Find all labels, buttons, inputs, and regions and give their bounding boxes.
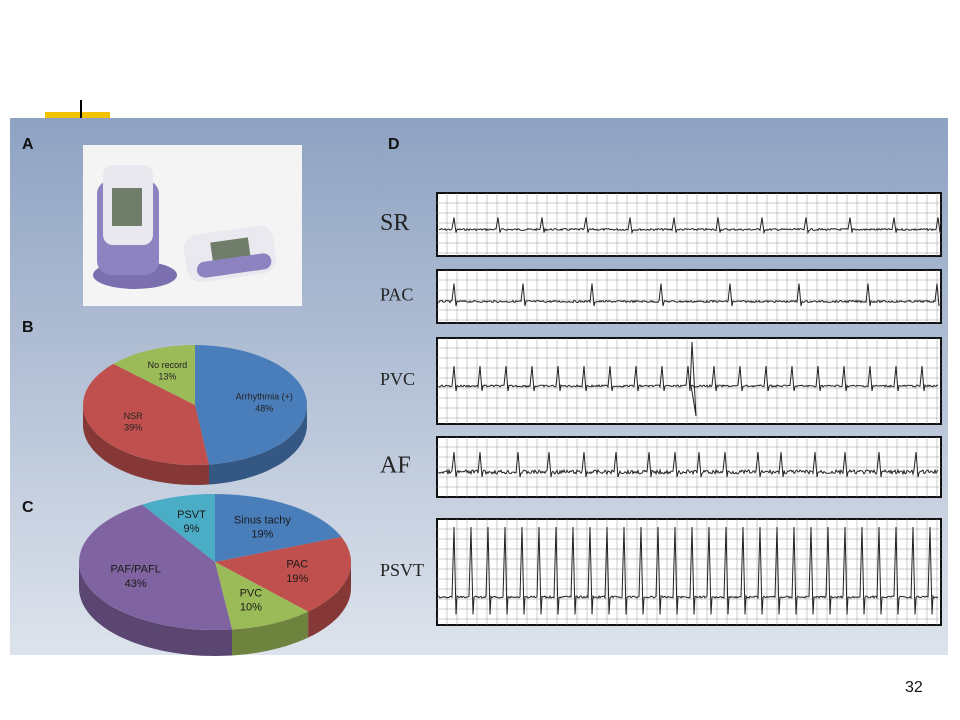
pie-side [83,405,209,485]
slice-label: PAC [286,559,308,571]
slice-value-label: 39% [124,423,142,433]
slice-label: PVC [240,587,263,599]
ecg-label: PSVT [380,560,424,580]
pie-side [79,562,232,656]
slice-value-label: 19% [286,573,308,585]
slice-label: Arrhythmia (+) [236,392,293,402]
ecg-label: AF [380,453,411,479]
slice-value-label: 48% [255,403,273,413]
ecg-strip [436,192,942,257]
accent-line [80,100,82,122]
panel-label: B [22,319,34,336]
pie-slice [215,536,352,612]
ecg-trace [438,341,939,417]
ecg-label: SR [380,210,409,236]
slice-label: No record [148,360,188,370]
pie-slice [215,562,309,630]
page-number: 32 [905,679,923,696]
panel-label: A [22,136,34,153]
ecg-grid [437,437,941,497]
pie-slice [83,363,210,466]
slice-label: NSR [124,411,144,421]
panel-label: C [22,499,34,516]
slice-label: PSVT [177,509,206,521]
pie-slice [195,345,307,465]
pie-side [209,405,307,485]
ecg-trace [438,526,939,615]
pie-side [308,562,351,638]
pie-side [232,611,309,656]
device-photo [83,145,302,306]
slice-value-label: 10% [240,602,262,614]
ecg-trace [438,283,940,307]
pie-slice [142,494,215,562]
pie-slice [113,345,195,405]
pie-slice [215,494,342,562]
slice-value-label: 19% [251,529,273,541]
accent-bar [45,112,110,122]
ecg-label: PAC [380,285,413,305]
ecg-trace [438,217,941,235]
slice-value-label: 13% [158,372,176,382]
ecg-strip [436,269,942,324]
slice-value-label: 43% [125,578,147,590]
ecg-grid [437,519,941,625]
slice-label: PAF/PAFL [111,564,161,576]
ecg-strips [436,192,942,626]
slice-label: Sinus tachy [234,514,291,526]
ecg-trace [438,451,939,478]
ecg-label: PVC [380,369,415,389]
pie-slice [78,504,233,630]
panel-label: D [388,136,400,153]
slice-value-label: 9% [184,523,200,535]
